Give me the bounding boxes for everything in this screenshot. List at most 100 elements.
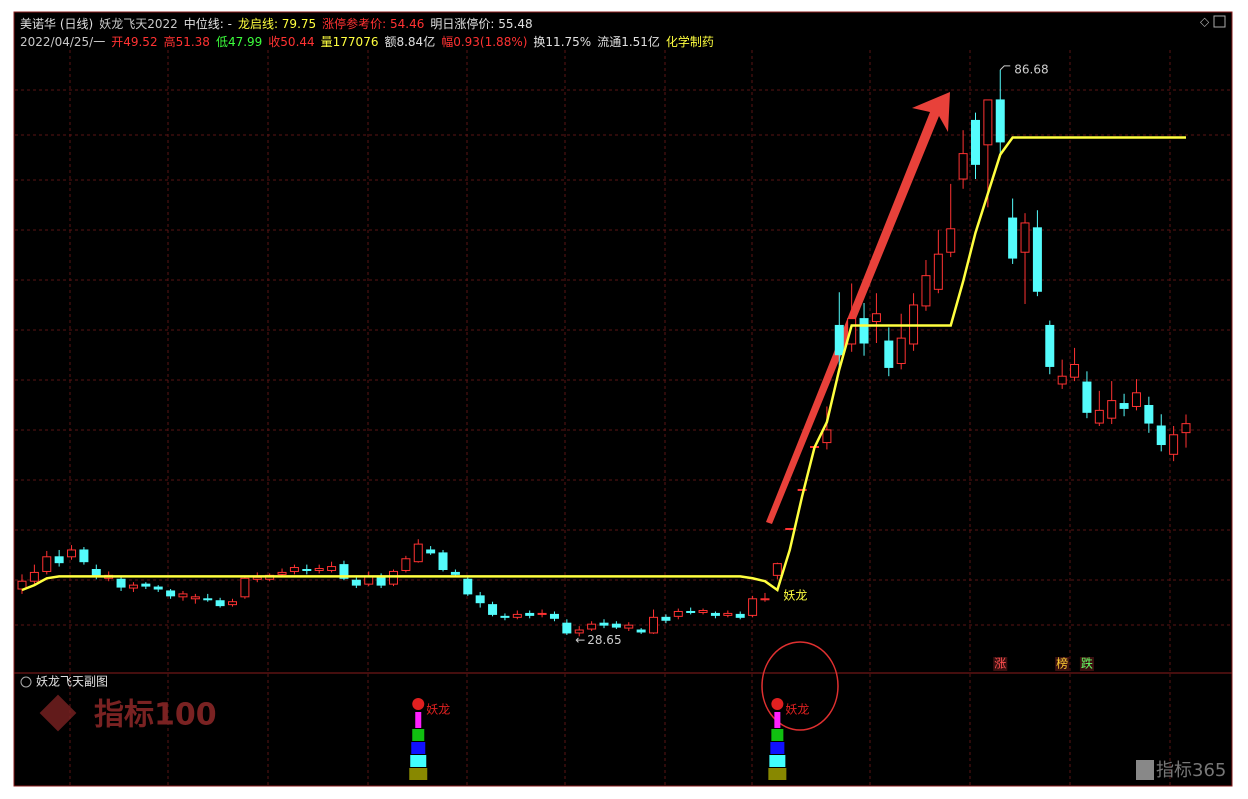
header-item: 低47.99 xyxy=(215,35,263,49)
candle-body xyxy=(178,593,188,598)
candle-body xyxy=(388,570,398,585)
header-item: 龙启线: 79.75 xyxy=(237,17,317,31)
candle-body xyxy=(277,571,287,575)
candle-body xyxy=(537,612,547,615)
candle-body xyxy=(67,549,77,558)
header-item: 妖龙飞天2022 xyxy=(99,17,178,31)
header-item: 换11.75% xyxy=(533,35,592,49)
candle-body xyxy=(488,604,498,615)
marker: 跌 xyxy=(1081,656,1093,671)
candle-body xyxy=(636,629,646,633)
candle-body xyxy=(673,610,683,617)
close-icon[interactable] xyxy=(1213,15,1226,28)
candle-body xyxy=(1045,324,1055,367)
pointer xyxy=(999,65,1011,71)
header-item: 高51.38 xyxy=(163,35,210,49)
header-item: 收50.44 xyxy=(268,35,315,49)
signal-block xyxy=(771,729,784,741)
candle-body xyxy=(562,622,572,634)
header-item: 流通1.51亿 xyxy=(597,35,660,49)
low-arrow: ← xyxy=(575,633,585,647)
watermark: 指标100 xyxy=(94,698,217,733)
logo xyxy=(1136,760,1154,780)
candle-body xyxy=(42,556,52,572)
high-label: 86.68 xyxy=(1014,62,1048,76)
signal-block xyxy=(768,768,787,780)
candle-body xyxy=(413,543,423,563)
marker-box xyxy=(993,657,1008,671)
watermark: 指标365 xyxy=(1156,760,1226,781)
candle-body xyxy=(1131,392,1141,407)
candle-body xyxy=(1082,381,1092,413)
candle-body xyxy=(450,571,460,575)
arrow xyxy=(766,92,950,524)
candle-body xyxy=(1057,375,1067,385)
candle-body xyxy=(958,153,968,180)
header-item: 涨停参考价: 54.46 xyxy=(322,17,425,31)
candle-body xyxy=(896,337,906,365)
candle-body xyxy=(116,578,126,588)
candle-body xyxy=(1156,425,1166,446)
candle-body xyxy=(339,564,349,579)
candle-body xyxy=(983,99,993,146)
highlight-circle xyxy=(761,641,839,731)
candle-body xyxy=(240,577,250,598)
signal-block xyxy=(415,712,422,728)
candle-body xyxy=(649,616,659,634)
candle-body xyxy=(760,598,770,601)
logo xyxy=(39,694,77,732)
candle-body xyxy=(190,596,200,600)
candle-body xyxy=(884,340,894,368)
signal-block xyxy=(411,742,426,754)
candle-body xyxy=(314,568,324,571)
candle-body xyxy=(302,568,312,571)
marker: 涨 xyxy=(994,656,1006,671)
header-item: 量177076 xyxy=(320,35,379,49)
candle-body xyxy=(970,119,980,165)
signal-label: 妖龙 xyxy=(783,588,807,602)
header-row: 2022/04/25/一 开49.52 高51.38 低47.99 收50.44 量177… xyxy=(20,33,720,50)
signal-block xyxy=(412,729,425,741)
candle-body xyxy=(79,549,89,563)
candle-body xyxy=(847,318,857,345)
candle-body xyxy=(289,567,299,572)
collapse-icon[interactable] xyxy=(20,676,32,688)
candle-body xyxy=(203,598,213,601)
subchart-title: 妖龙飞天副图 xyxy=(36,675,108,689)
candle-body xyxy=(748,598,758,616)
candle-body xyxy=(525,612,535,616)
icon[interactable]: ◇ xyxy=(1200,15,1210,29)
candle-body xyxy=(1144,404,1154,424)
candle-body xyxy=(252,576,262,580)
header-item: 额8.84亿 xyxy=(384,35,436,49)
candle-body xyxy=(995,99,1005,143)
header-item: 幅0.93(1.88%) xyxy=(441,35,528,49)
candle-body xyxy=(686,610,696,613)
candle-body xyxy=(599,622,609,626)
signal-ball xyxy=(412,698,425,710)
signal-block xyxy=(770,742,785,754)
candle-body xyxy=(549,613,559,619)
candle-body xyxy=(1094,409,1104,424)
marker: 榜 xyxy=(1056,656,1068,671)
candle-body xyxy=(1169,434,1179,455)
candle-body xyxy=(376,575,386,586)
candle-body xyxy=(500,615,510,618)
candle-body xyxy=(698,609,708,613)
candle-body xyxy=(871,313,881,323)
candle-body xyxy=(921,275,931,307)
candle-body xyxy=(215,600,225,607)
header-item: 2022/04/25/一 xyxy=(20,35,106,49)
candle-body xyxy=(463,578,473,595)
window xyxy=(13,11,1233,787)
candle-body xyxy=(661,616,671,621)
candle-body xyxy=(1119,403,1129,409)
candle-body xyxy=(1181,423,1191,434)
candle-body xyxy=(128,584,138,589)
signal-block xyxy=(774,712,781,728)
candle-body xyxy=(611,623,621,628)
candle-body xyxy=(587,623,597,630)
candle-body xyxy=(351,579,361,586)
candle-body xyxy=(426,549,436,554)
